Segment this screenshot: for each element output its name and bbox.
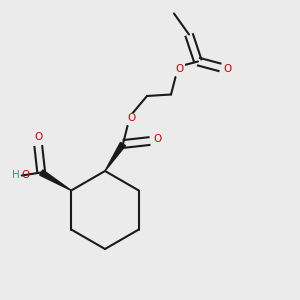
- Text: O: O: [128, 113, 136, 124]
- Text: H: H: [13, 170, 20, 181]
- Text: O: O: [22, 170, 30, 181]
- Text: O: O: [34, 132, 42, 142]
- Text: O: O: [153, 134, 162, 145]
- Polygon shape: [40, 170, 71, 190]
- Text: O: O: [176, 64, 184, 74]
- Polygon shape: [105, 142, 125, 171]
- Text: O: O: [224, 64, 232, 74]
